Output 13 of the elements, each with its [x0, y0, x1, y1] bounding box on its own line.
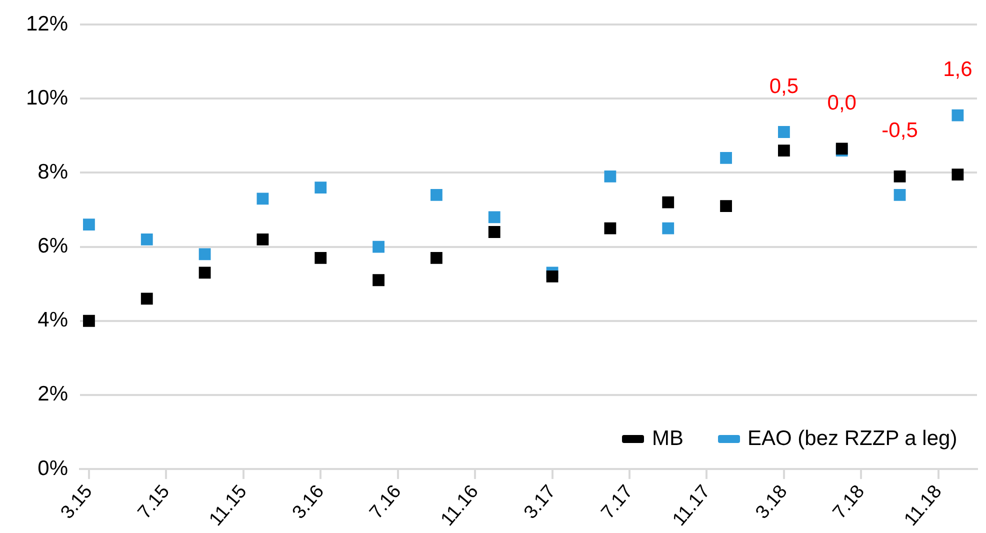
y-tick-label: 8%: [38, 160, 68, 184]
y-tick-label: 0%: [38, 456, 68, 480]
y-tick-label: 4%: [38, 308, 68, 332]
y-tick-label: 12%: [26, 12, 68, 36]
y-tick-label: 10%: [26, 86, 68, 110]
annotation: 0,5: [769, 74, 799, 98]
annotation: -0,5: [882, 119, 918, 142]
legend-label: MB: [652, 427, 684, 451]
annotation: 1,6: [943, 58, 972, 82]
annotation: 0,0: [827, 91, 856, 114]
y-tick-label: 6%: [38, 234, 68, 258]
legend-label: EAO (bez RZZP a leg): [748, 427, 958, 451]
y-tick-label: 2%: [38, 382, 68, 406]
